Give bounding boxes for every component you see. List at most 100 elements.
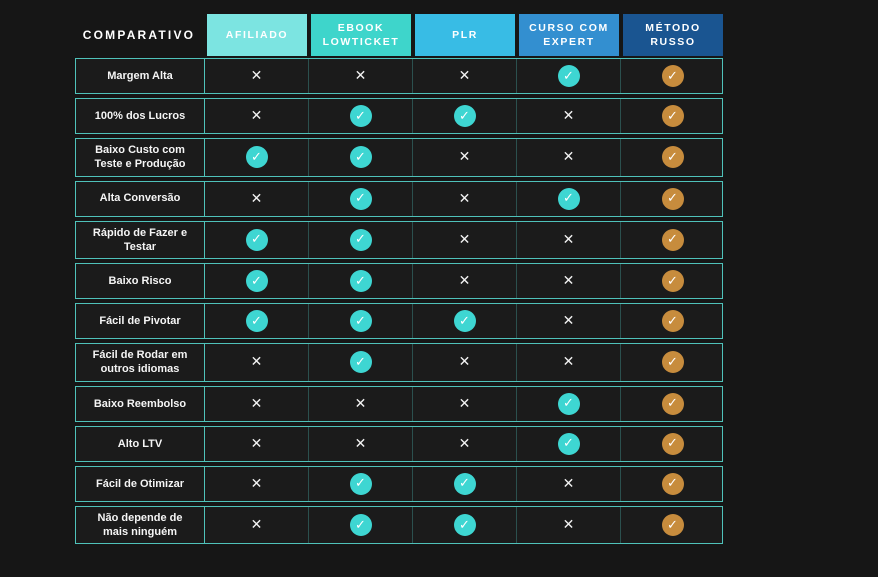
row-label: 100% dos Lucros — [94, 109, 186, 122]
check-icon: ✓ — [661, 228, 684, 251]
check-icon: ✓ — [245, 228, 268, 251]
row-label: Rápido de Fazer e Testar — [92, 226, 188, 253]
cross-icon: ✕ — [250, 435, 263, 452]
check-icon: ✓ — [245, 270, 268, 293]
table-row: Baixo Custo com Teste e Produção ✓ ✓ ✕ ✕ ✓ — [75, 138, 723, 177]
table-cell: ✕ — [412, 386, 516, 421]
table-cell: ✓ — [412, 506, 516, 544]
check-icon: ✓ — [661, 351, 684, 374]
check-icon: ✓ — [661, 392, 684, 415]
table-cell: ✕ — [204, 466, 308, 501]
check-icon: ✓ — [453, 105, 476, 127]
cross-icon: ✕ — [458, 273, 471, 290]
cross-icon: ✕ — [562, 313, 575, 330]
check-icon: ✓ — [349, 351, 372, 374]
column-header-metodo-russo: MÉTODO RUSSO — [623, 14, 723, 56]
table-cell: ✕ — [204, 181, 308, 216]
row-label: Fácil de Pivotar — [99, 315, 181, 328]
table-cell: ✓ — [412, 99, 516, 133]
table-cell: ✓ — [620, 344, 724, 381]
table-row: Margem Alta ✕ ✕ ✕ ✓ ✓ — [75, 58, 723, 94]
cross-icon: ✕ — [354, 395, 367, 412]
check-icon: ✓ — [349, 514, 372, 537]
cross-icon: ✕ — [250, 354, 263, 371]
cross-icon: ✕ — [250, 68, 263, 84]
table-cell: ✕ — [516, 264, 620, 299]
cross-icon: ✕ — [458, 231, 471, 248]
table-cell: ✓ — [204, 304, 308, 339]
column-header-ebook-lowticket: EBOOK LOWTICKET — [311, 14, 411, 56]
table-cell: ✕ — [204, 426, 308, 461]
cross-icon: ✕ — [250, 475, 263, 492]
table-row: Rápido de Fazer e Testar ✓ ✓ ✕ ✕ ✓ — [75, 220, 724, 260]
table-cell: ✕ — [412, 344, 516, 381]
table-cell: ✕ — [516, 304, 620, 339]
table-cell: ✕ — [412, 181, 516, 216]
table-cell: ✓ — [620, 466, 724, 501]
table-cell: ✕ — [412, 426, 516, 461]
table-cell: ✕ — [204, 99, 308, 133]
cross-icon: ✕ — [562, 231, 575, 248]
table-cell: ✕ — [516, 221, 620, 259]
cross-icon: ✕ — [458, 435, 471, 452]
table-row: 100% dos Lucros ✕ ✓ ✓ ✕ ✓ — [75, 98, 723, 134]
table-cell: ✓ — [620, 386, 724, 421]
table-row: Alto LTV ✕ ✕ ✕ ✓ ✓ — [75, 425, 724, 462]
table-cell: ✓ — [620, 426, 724, 461]
check-icon: ✓ — [661, 146, 684, 169]
table-cell: ✓ — [412, 466, 516, 501]
table-row: Fácil de Pivotar ✓ ✓ ✓ ✕ ✓ — [75, 303, 723, 340]
row-label: Fácil de Otimizar — [95, 477, 185, 490]
cross-icon: ✕ — [458, 149, 471, 166]
column-header-curso-com-expert: CURSO COM EXPERT — [519, 14, 619, 56]
cross-icon: ✕ — [562, 475, 575, 492]
check-icon: ✓ — [661, 187, 684, 210]
cross-icon: ✕ — [250, 108, 263, 124]
table-cell: ✓ — [620, 506, 724, 544]
table-cell: ✕ — [204, 386, 308, 421]
check-icon: ✓ — [349, 146, 372, 169]
table-cell: ✕ — [516, 99, 620, 133]
table-row: Alta Conversão ✕ ✓ ✕ ✓ ✓ — [75, 180, 724, 217]
table-cell: ✓ — [516, 59, 620, 93]
table-cell: ✕ — [516, 344, 620, 381]
table-cell: ✓ — [620, 181, 724, 216]
corner-label: COMPARATIVO — [82, 28, 196, 42]
table-cell: ✕ — [412, 221, 516, 259]
row-label: Margem Alta — [107, 69, 173, 82]
check-icon: ✓ — [661, 105, 684, 127]
check-icon: ✓ — [661, 310, 684, 333]
check-icon: ✓ — [349, 187, 372, 210]
table-cell: ✕ — [204, 59, 308, 93]
row-label: Alto LTV — [117, 437, 163, 450]
row-label: Fácil de Rodar em outros idiomas — [92, 349, 188, 376]
table-cell: ✓ — [308, 466, 412, 501]
cross-icon: ✕ — [562, 108, 575, 124]
table-cell: ✓ — [516, 426, 620, 461]
table-cell: ✕ — [204, 344, 308, 381]
check-icon: ✓ — [557, 432, 580, 455]
table-cell: ✓ — [308, 181, 412, 216]
table-cell: ✕ — [516, 466, 620, 501]
table-cell: ✓ — [308, 139, 412, 176]
check-icon: ✓ — [349, 228, 372, 251]
table-cell: ✓ — [308, 506, 412, 544]
check-icon: ✓ — [349, 270, 372, 293]
cross-icon: ✕ — [250, 395, 263, 412]
cross-icon: ✕ — [250, 190, 263, 207]
check-icon: ✓ — [557, 65, 580, 87]
table-cell: ✕ — [204, 506, 308, 544]
table-cell: ✓ — [516, 181, 620, 216]
check-icon: ✓ — [245, 310, 268, 333]
table-cell: ✓ — [308, 221, 412, 259]
table-row: Fácil de Rodar em outros idiomas ✕ ✓ ✕ ✕ ✓ — [75, 343, 723, 382]
table-cell: ✓ — [620, 99, 724, 133]
table-cell: ✓ — [620, 221, 724, 259]
check-icon: ✓ — [245, 146, 268, 169]
cross-icon: ✕ — [562, 149, 575, 166]
table-row: Fácil de Otimizar ✕ ✓ ✓ ✕ ✓ — [75, 465, 724, 502]
table-cell: ✓ — [308, 264, 412, 299]
row-label: Alta Conversão — [99, 192, 181, 205]
table-cell: ✓ — [516, 386, 620, 421]
